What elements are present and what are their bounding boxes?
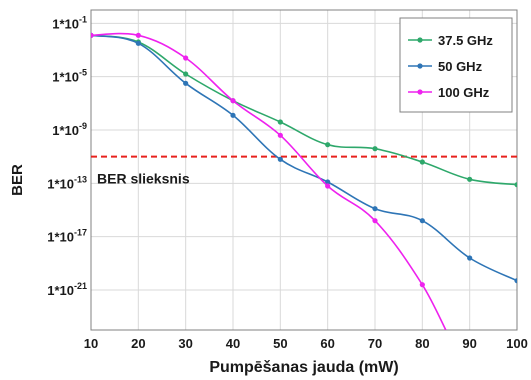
series-point	[467, 255, 473, 261]
y-tick-base: 1*10	[47, 230, 74, 245]
series	[91, 32, 517, 372]
series-point	[230, 98, 236, 104]
y-tick-exponent: -21	[74, 281, 87, 291]
grid	[90, 10, 518, 330]
series-point	[325, 179, 331, 185]
y-tick-exponent: -5	[79, 68, 87, 78]
x-tick-label: 100	[506, 336, 528, 351]
y-tick-base: 1*10	[52, 123, 79, 138]
x-tick-label: 50	[273, 336, 287, 351]
x-tick-labels: 10 20 30 40 50 60 70 80 90 100	[84, 336, 528, 351]
legend-entry: 50 GHz	[438, 59, 483, 74]
y-tick-label: 1*10-5	[52, 68, 87, 85]
y-tick-base: 1*10	[52, 16, 79, 31]
series-point	[467, 176, 473, 182]
series-line	[91, 32, 447, 330]
plot-frame	[90, 9, 518, 331]
y-axis-title: BER	[9, 164, 26, 196]
y-tick-base: 1*10	[52, 70, 79, 85]
series-point	[91, 32, 94, 38]
y-tick-label: 1*10-21	[47, 281, 87, 298]
series-point	[514, 278, 517, 284]
y-tick-label: 1*10-9	[52, 121, 87, 138]
threshold: BER slieksnis	[91, 155, 517, 187]
legend-entry: 37.5 GHz	[438, 33, 493, 48]
series-point	[514, 182, 517, 188]
series-point	[277, 132, 283, 138]
series-point	[277, 119, 283, 125]
series-point	[183, 80, 189, 86]
series-point	[372, 218, 378, 224]
series-point	[135, 32, 141, 38]
y-tick-exponent: -13	[74, 174, 87, 184]
y-tick-label: 1*10-17	[47, 228, 87, 245]
series-point	[183, 71, 189, 77]
series-point	[419, 282, 425, 288]
series-point	[325, 183, 331, 189]
y-tick-label: 1*10-13	[47, 174, 87, 191]
series-2	[91, 32, 472, 372]
x-tick-label: 70	[368, 336, 382, 351]
series-point	[325, 142, 331, 148]
legend-entry: 100 GHz	[438, 85, 490, 100]
x-axis-title: Pumpēšanas jauda (mW)	[209, 359, 398, 376]
legend-swatch-marker	[417, 63, 423, 69]
series-line	[91, 34, 517, 282]
y-tick-exponent: -1	[79, 14, 87, 24]
x-tick-label: 80	[415, 336, 429, 351]
y-tick-base: 1*10	[47, 283, 74, 298]
x-tick-label: 60	[320, 336, 334, 351]
series-point	[419, 218, 425, 224]
legend: 37.5 GHz 50 GHz 100 GHz	[399, 17, 513, 113]
threshold-label: BER slieksnis	[97, 171, 190, 187]
series-point	[467, 367, 472, 372]
x-tick-label: 20	[131, 336, 145, 351]
y-tick-exponent: -17	[74, 228, 87, 238]
y-tick-base: 1*10	[47, 176, 74, 191]
series-point	[183, 55, 189, 61]
legend-swatch-marker	[417, 89, 423, 95]
series-point	[372, 206, 378, 212]
x-tick-label: 40	[226, 336, 240, 351]
series-point	[135, 40, 141, 46]
x-tick-label: 30	[178, 336, 192, 351]
series-point	[372, 146, 378, 152]
legend-swatch-marker	[417, 37, 423, 43]
series-line	[91, 34, 517, 186]
y-tick-exponent: -9	[79, 121, 87, 131]
series-point	[230, 112, 236, 118]
series-point	[419, 159, 425, 165]
x-tick-label: 10	[84, 336, 98, 351]
x-tick-label: 90	[462, 336, 476, 351]
y-tick-labels: 1*10-11*10-51*10-91*10-131*10-171*10-21	[47, 14, 87, 298]
y-tick-label: 1*10-1	[52, 14, 87, 31]
series-point	[277, 156, 283, 162]
